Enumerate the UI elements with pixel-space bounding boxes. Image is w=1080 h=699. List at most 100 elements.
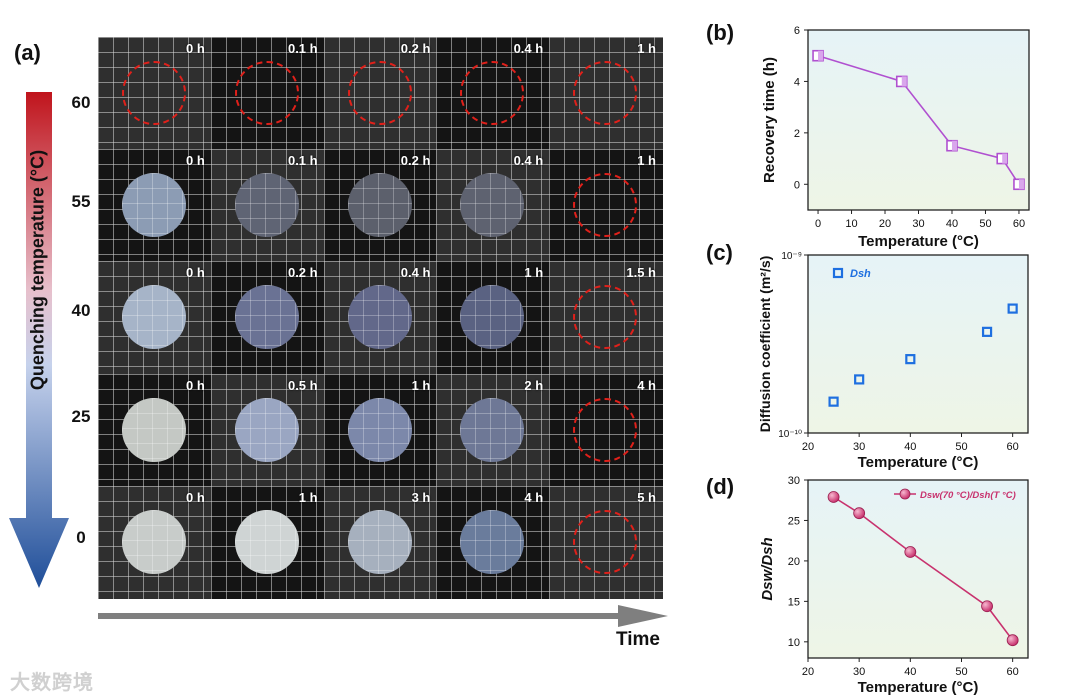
row-temp-label: 55 <box>71 192 91 211</box>
y-tick-label: 25 <box>788 515 800 527</box>
sample-photo: 2 h <box>436 373 551 487</box>
sample-disc <box>122 509 186 574</box>
x-tick-label: 40 <box>904 666 916 678</box>
x-tick-label: 40 <box>946 218 958 230</box>
y-tick-label: 6 <box>794 25 800 37</box>
elapsed-time-label: 0.2 h <box>287 265 318 281</box>
panel-d-label: (d) <box>706 474 735 499</box>
y-tick-label: 30 <box>788 475 800 487</box>
temperature-gradient-arrow <box>9 92 69 588</box>
sample-disc <box>347 397 412 462</box>
y-tick-label: 10⁻⁹ <box>781 251 802 262</box>
y-axis-title: Diffusion coefficient (m²/s) <box>757 256 773 433</box>
row-temp-label: 60 <box>71 93 91 112</box>
elapsed-time-label: 0.4 h <box>513 153 544 169</box>
y-tick-label: 20 <box>788 556 800 568</box>
data-point <box>946 139 958 152</box>
data-point <box>996 152 1009 165</box>
sample-photo: 0.2 h <box>323 149 438 263</box>
elapsed-time-label: 0.5 h <box>287 377 318 393</box>
x-tick-label: 50 <box>955 441 967 453</box>
data-point <box>854 374 865 385</box>
recovered-region-circle <box>122 61 186 125</box>
recovered-region-circle <box>573 397 638 462</box>
elapsed-time-label: 4 h <box>637 377 656 393</box>
elapsed-time-label: 1 h <box>411 377 431 393</box>
sample-photo: 0.1 h <box>210 37 325 151</box>
plot-area <box>807 479 1029 659</box>
sample-photo: 3 h <box>323 485 438 599</box>
x-tick-label: 40 <box>904 441 916 453</box>
row-temp-label: 0 <box>76 528 86 547</box>
data-point-fill <box>1018 179 1024 190</box>
sample-photo: 0 h <box>98 373 212 487</box>
diffusion-coefficient-chart: 20 30 40 50 60 10⁻⁹ 10⁻¹⁰ Temperature (°C) Diffu… <box>757 251 1029 471</box>
sample-disc <box>460 397 525 462</box>
elapsed-time-label: 3 h <box>411 489 431 505</box>
recovered-region-circle <box>573 509 638 574</box>
sample-photo: 0.2 h <box>323 37 438 151</box>
x-tick-label: 50 <box>979 218 991 230</box>
sample-photo: 4 h <box>549 373 663 487</box>
sample-disc <box>460 285 525 350</box>
elapsed-time-label: 0 h <box>186 153 205 169</box>
sample-photo: 1 h <box>549 37 663 151</box>
data-point-fill <box>1002 153 1008 164</box>
sample-disc <box>122 173 186 238</box>
sample-photo: 4 h <box>436 485 551 599</box>
x-tick-label: 10 <box>845 218 857 230</box>
elapsed-time-label: 0 h <box>186 41 205 56</box>
sample-disc <box>347 509 412 574</box>
sample-disc <box>234 285 299 350</box>
x-tick-label: 20 <box>802 441 814 453</box>
plot-area <box>807 29 1030 211</box>
legend-marker <box>832 267 844 279</box>
x-tick-label: 20 <box>879 218 891 230</box>
elapsed-time-label: 2 h <box>524 377 544 393</box>
sample-disc <box>122 397 186 462</box>
elapsed-time-label: 1 h <box>637 41 656 56</box>
elapsed-time-label: 0.1 h <box>287 41 318 56</box>
sample-photo: 1 h <box>549 149 663 263</box>
y-tick-label: 15 <box>788 596 800 608</box>
recovered-region-circle <box>573 173 638 238</box>
recovered-region-circle <box>573 61 638 125</box>
x-tick-label: 60 <box>1013 218 1025 230</box>
row-temp-label: 40 <box>71 301 91 320</box>
elapsed-time-label: 0.1 h <box>287 153 318 169</box>
recovered-region-circle <box>460 61 525 125</box>
y-tick-label: 10⁻¹⁰ <box>778 429 802 440</box>
elapsed-time-label: 0.2 h <box>400 153 431 169</box>
panel-c-label: (c) <box>706 240 733 265</box>
sample-photo: 1.5 h <box>549 261 663 375</box>
elapsed-time-label: 1 h <box>637 153 656 169</box>
sample-photo: 0.5 h <box>210 373 325 487</box>
data-point <box>853 507 866 520</box>
sample-photo-grid: 0 h 0.1 h 0.2 h 0.4 h 1 h 0 h 0.1 h 0.2 h 0.4 h 1… <box>98 37 663 599</box>
sample-photo: 1 h <box>323 373 438 487</box>
data-point <box>981 326 993 337</box>
data-point <box>1007 303 1018 314</box>
x-axis-title: Temperature (°C) <box>858 233 979 250</box>
y-tick-label: 0 <box>794 179 800 191</box>
data-point-fill <box>901 76 907 87</box>
x-tick-label: 20 <box>802 666 814 678</box>
data-point-fill <box>818 50 824 61</box>
sample-photo: 0 h <box>98 37 212 151</box>
legend-marker <box>899 488 911 500</box>
sample-disc <box>234 173 299 238</box>
sample-photo: 0 h <box>98 149 212 263</box>
sample-photo: 0.1 h <box>210 149 325 263</box>
recovered-region-circle <box>234 61 299 125</box>
quenching-temperature-axis-title: Quenching temperature (°C) <box>27 149 48 391</box>
x-axis-title: Temperature (°C) <box>858 679 979 696</box>
x-tick-label: 30 <box>912 218 924 230</box>
elapsed-time-label: 0 h <box>186 265 205 281</box>
elapsed-time-label: 0 h <box>186 489 205 505</box>
recovered-region-circle <box>573 285 638 350</box>
elapsed-time-label: 1 h <box>524 265 544 281</box>
sample-disc <box>460 173 525 238</box>
legend-label: Dsh <box>850 268 871 280</box>
sample-disc <box>347 285 412 350</box>
